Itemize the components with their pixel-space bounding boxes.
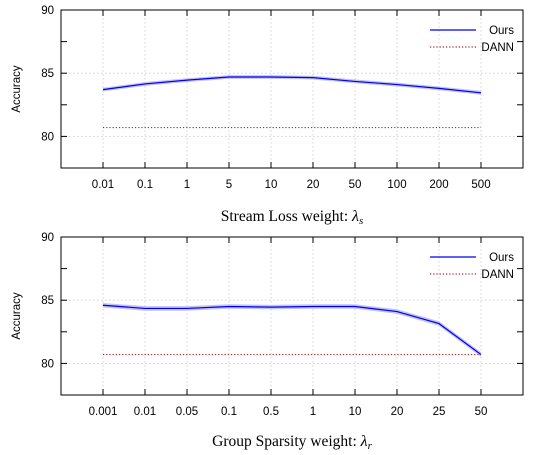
y-tick-label: 90	[41, 232, 54, 244]
x-title-symbol: λ	[360, 433, 368, 450]
grid-lines	[61, 237, 523, 395]
x-tick-label: 0.1	[137, 179, 153, 191]
series-line-ours	[102, 304, 482, 356]
y-tick-labels: 80 85 90	[41, 5, 54, 143]
x-tick-labels: 0.001 0.01 0.05 0.1 0.5 1 10 20 25 50	[89, 406, 488, 418]
plot-frame	[60, 236, 524, 396]
x-title-symbol: λ	[351, 208, 359, 225]
x-title-subscript: s	[359, 215, 363, 227]
x-tick-label: 0.5	[263, 406, 279, 418]
x-tick-label: 1	[184, 179, 190, 191]
x-tick-label: 0.05	[176, 406, 198, 418]
x-tick-label: 25	[433, 406, 446, 418]
x-title-subscript: r	[368, 440, 373, 452]
x-tick-label: 5	[226, 179, 232, 191]
y-tick-label: 90	[41, 5, 54, 17]
series-bands	[103, 75, 481, 95]
x-tick-label: 1	[310, 406, 316, 418]
x-tick-labels: 0.01 0.1 1 5 10 20 50 100 200 500	[92, 179, 491, 191]
x-title-text: Stream Loss weight:	[221, 208, 352, 225]
y-tick-label: 85	[41, 68, 54, 80]
y-axis-label: Accuracy	[11, 292, 23, 340]
x-title-text: Group Sparsity weight:	[212, 433, 361, 450]
series-band-ours	[103, 75, 481, 95]
x-tick-label: 0.001	[89, 406, 118, 418]
series-lines	[102, 304, 482, 356]
legend-label-ours: Ours	[489, 25, 514, 37]
x-tick-label: 20	[307, 179, 320, 191]
x-tick-label: 0.01	[134, 406, 156, 418]
legend-label-ours: Ours	[489, 252, 514, 264]
x-axis-title: Group Sparsity weight: λr	[212, 433, 372, 452]
axis-ticks	[61, 236, 523, 396]
y-tick-label: 80	[41, 131, 54, 143]
x-tick-label: 200	[429, 179, 448, 191]
x-tick-label: 0.1	[221, 406, 237, 418]
grid-lines	[61, 10, 523, 168]
series-lines	[102, 76, 482, 129]
chart-panel-stream-loss: 80 85 90 0.01 0.1 1 5 10 20 50 100 200 500 Accuracy…	[11, 5, 524, 227]
x-tick-label: 10	[265, 179, 278, 191]
series-line-ours	[102, 76, 482, 94]
plot-frame	[60, 9, 524, 169]
x-tick-label: 0.01	[92, 179, 114, 191]
axis-ticks	[61, 9, 523, 169]
legend: Ours DANN	[430, 252, 514, 281]
y-tick-labels: 80 85 90	[41, 232, 54, 370]
x-axis-title: Stream Loss weight: λs	[221, 208, 364, 227]
chart-panel-group-sparsity: 80 85 90 0.001 0.01 0.05 0.1 0.5 1 10 20 25 50 Accu…	[11, 232, 524, 452]
legend-label-dann: DANN	[481, 42, 514, 54]
x-tick-label: 20	[391, 406, 404, 418]
y-axis-label: Accuracy	[11, 65, 23, 113]
y-tick-label: 85	[41, 295, 54, 307]
legend-label-dann: DANN	[481, 269, 514, 281]
x-tick-label: 100	[387, 179, 406, 191]
x-tick-label: 50	[349, 179, 362, 191]
x-tick-label: 500	[471, 179, 490, 191]
series-band-ours	[103, 302, 481, 357]
y-tick-label: 80	[41, 358, 54, 370]
x-tick-label: 10	[349, 406, 362, 418]
series-bands	[103, 302, 481, 357]
legend: Ours DANN	[430, 25, 514, 54]
x-tick-label: 50	[475, 406, 488, 418]
